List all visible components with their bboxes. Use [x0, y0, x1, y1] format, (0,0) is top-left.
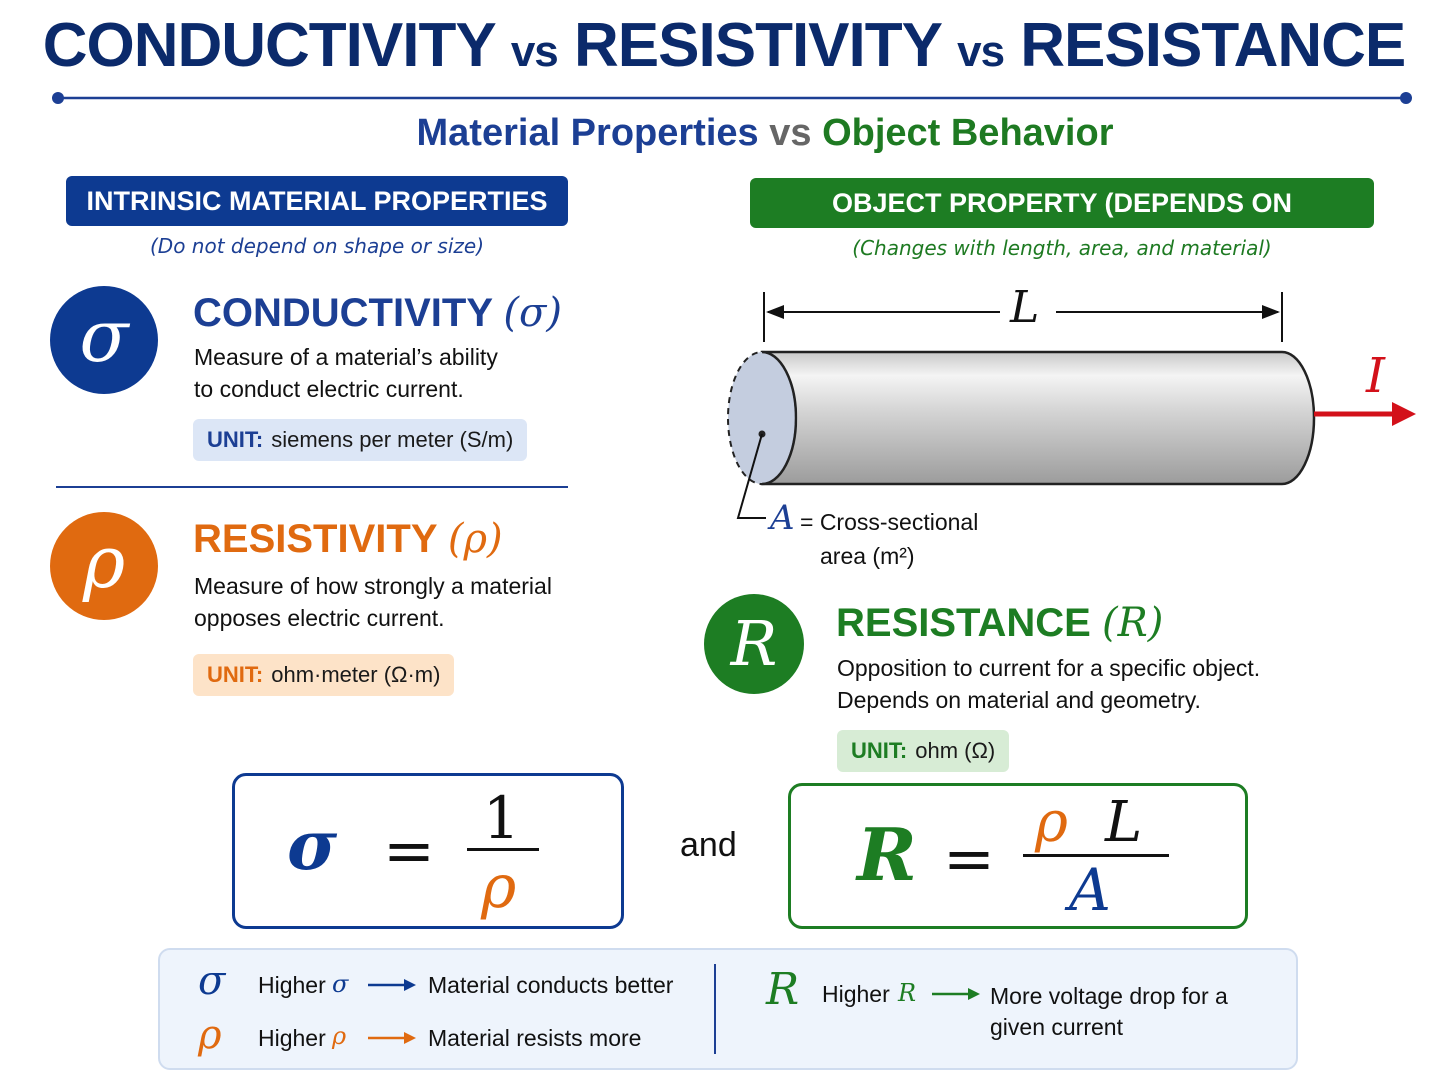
formula-numerator: 1 [483, 784, 520, 852]
formula-r: R [857, 812, 917, 897]
summary-var: R [898, 979, 917, 1007]
object-property-note: (Changes with length, area, and material… [852, 236, 1272, 260]
unit-value: ohm·meter (Ω·m) [271, 662, 441, 687]
subtitle-vs: vs [769, 112, 812, 154]
conductivity-unit: UNIT: siemens per meter (S/m) [193, 419, 528, 461]
object-property-header: OBJECT PROPERTY (DEPENDS ON GEOMETRY) [750, 178, 1374, 268]
formula-rho: ρ [1035, 790, 1068, 855]
conductivity-heading: CONDUCTIVITY (σ) [193, 290, 562, 336]
title-vs: vs [510, 27, 559, 76]
unit-label: UNIT: [207, 427, 264, 452]
unit-value: siemens per meter (S/m) [271, 427, 514, 452]
formula-equals: = [383, 814, 435, 887]
summary-sigma-icon: σ [198, 958, 226, 1004]
arrow-icon [368, 1032, 416, 1044]
summary-result: Material resists more [428, 1025, 642, 1051]
resistivity-desc-line1: Measure of how strongly a material [194, 573, 552, 599]
fraction-bar [467, 848, 539, 851]
resistance-desc-line1: Opposition to current for a specific obj… [837, 655, 1261, 681]
and-text: and [680, 826, 737, 864]
summary-result-line1: More voltage drop for a [990, 983, 1228, 1009]
summary-higher: Higher [258, 1025, 326, 1051]
title-vs: vs [957, 27, 1005, 76]
formula-equals: = [943, 822, 995, 895]
summary-rho-icon: ρ [198, 1012, 222, 1058]
arrow-icon [932, 988, 980, 1000]
subtitle: Material Properties vs Object Behavior [0, 112, 1448, 155]
summary-result: More voltage drop for a given current [990, 981, 1228, 1043]
summary-higher: Higher [258, 972, 326, 998]
area-description: = Cross-sectional area (m²) [800, 505, 978, 573]
unit-value: ohm (Ω) [915, 738, 996, 763]
unit-label: UNIT: [207, 662, 264, 687]
summary-var: ρ [332, 1022, 347, 1050]
conductivity-name: CONDUCTIVITY [193, 291, 493, 335]
summary-var: σ [332, 970, 349, 998]
subtitle-left: Material Properties [416, 112, 759, 154]
intrinsic-note: (Do not depend on shape or size) [149, 234, 484, 258]
resistance-unit: UNIT: ohm (Ω) [837, 730, 1010, 772]
formula-sigma: σ [287, 806, 338, 886]
resistivity-desc-line2: opposes electric current. [194, 605, 445, 631]
formula-l: L [1105, 790, 1143, 855]
conductivity-desc-line1: Measure of a material’s ability [194, 344, 498, 370]
area-desc-line1: = Cross-sectional [800, 509, 979, 535]
fraction-bar [1023, 854, 1169, 857]
resistivity-name: RESISTIVITY [193, 517, 437, 561]
area-desc-line2: area (m²) [820, 543, 915, 569]
resistance-desc-line2: Depends on material and geometry. [837, 687, 1201, 713]
arrow-icon [368, 979, 416, 991]
resistance-icon: R [704, 594, 804, 694]
formula-a: A [1069, 856, 1111, 924]
resistance-heading: RESISTANCE (R) [836, 600, 1163, 646]
conductivity-description: Measure of a material’s ability to condu… [194, 341, 498, 405]
title-divider [52, 92, 1412, 104]
summary-panel [158, 948, 1298, 1070]
resistance-formula: R = ρ L A [788, 783, 1248, 929]
conductivity-symbol: (σ) [503, 290, 562, 336]
unit-label: UNIT: [851, 738, 908, 763]
resistivity-description: Measure of how strongly a material oppos… [194, 570, 552, 634]
resistivity-unit: UNIT: ohm·meter (Ω·m) [193, 654, 455, 696]
page-title: CONDUCTIVITY vs RESISTIVITY vs RESISTANC… [0, 10, 1448, 81]
rho-icon: ρ [50, 512, 158, 620]
formula-denominator: ρ [481, 852, 517, 922]
summary-higher: Higher [822, 981, 890, 1007]
subtitle-right: Object Behavior [822, 112, 1114, 154]
resistance-name: RESISTANCE [836, 601, 1091, 645]
resistivity-heading: RESISTIVITY (ρ) [193, 516, 503, 562]
summary-result-line2: given current [990, 1014, 1123, 1040]
intrinsic-header: INTRINSIC MATERIAL PROPERTIES [66, 176, 568, 226]
conductivity-desc-line2: to conduct electric current. [194, 376, 464, 402]
length-label: L [1010, 282, 1040, 333]
title-conductivity: CONDUCTIVITY [42, 11, 496, 80]
conductor-diagram [700, 292, 1416, 519]
current-label: I [1366, 348, 1385, 404]
section-divider [56, 486, 568, 488]
resistivity-symbol: (ρ) [447, 516, 503, 562]
resistance-description: Opposition to current for a specific obj… [837, 652, 1260, 716]
conductivity-formula: σ = 1 ρ [232, 773, 624, 929]
area-symbol: A [770, 498, 795, 538]
title-resistance: RESISTANCE [1020, 11, 1406, 80]
resistance-symbol: (R) [1101, 600, 1164, 646]
sigma-icon: σ [50, 286, 158, 394]
summary-divider [714, 964, 716, 1054]
summary-result: Material conducts better [428, 972, 674, 998]
summary-r-icon: R [766, 964, 800, 1015]
title-resistivity: RESISTIVITY [574, 11, 942, 80]
